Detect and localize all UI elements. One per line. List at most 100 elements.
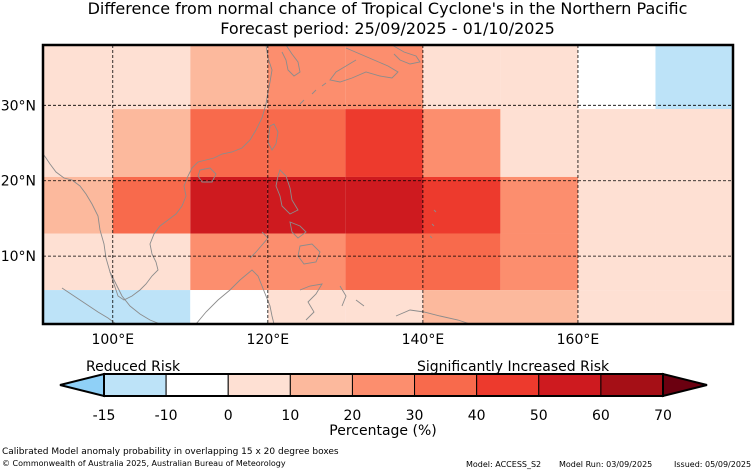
reduced-risk-label: Reduced Risk	[86, 359, 181, 375]
grid-cell	[190, 176, 268, 234]
colorbar-tick-label: 60	[592, 408, 610, 424]
grid-cell	[655, 45, 733, 110]
colorbar-tick-label: -10	[155, 408, 178, 424]
longitude-label: 140°E	[402, 332, 445, 348]
longitude-label: 160°E	[557, 332, 600, 348]
asia-coastline	[43, 45, 273, 301]
colorbar-tick-label: 40	[468, 408, 486, 424]
grid-cell	[345, 109, 423, 177]
colorbar-bin	[476, 373, 540, 397]
grid-cell	[190, 290, 268, 324]
ryukyu-islands	[299, 82, 327, 105]
grid-cell	[500, 233, 578, 291]
moluccas-coastline	[339, 285, 365, 307]
grid-cell	[422, 176, 501, 234]
grid-cell	[577, 109, 656, 177]
grid-cell	[655, 233, 733, 291]
grid-cell	[43, 45, 113, 110]
forecast-period: Forecast period: 25/09/2025 - 01/10/2025	[220, 19, 555, 38]
japan-north-coastline	[391, 45, 421, 65]
graticule	[43, 45, 733, 324]
colorbar-tick-label: 20	[344, 408, 362, 424]
grid-cell	[267, 290, 346, 324]
grid-cell	[422, 233, 501, 291]
grid-cell	[345, 233, 423, 291]
grid-cell	[655, 176, 733, 234]
colorbar-bin	[538, 373, 602, 397]
luzon-coastline	[275, 169, 299, 215]
colorbar-tick-label: 10	[281, 408, 299, 424]
longitude-label: 100°E	[91, 332, 134, 348]
borneo-coastline	[195, 269, 275, 324]
grid-cell	[267, 109, 346, 177]
colorbar-axis-label: Percentage (%)	[329, 423, 436, 439]
visayas-coastline	[289, 221, 307, 239]
model-run-date: Model Run: 03/09/2025	[559, 460, 653, 469]
issued-date: Issued: 05/09/2025	[674, 460, 752, 469]
grid-cell	[267, 233, 346, 291]
new-guinea-coastline	[395, 309, 471, 324]
model-name: Model: ACCESS_S2	[466, 460, 542, 469]
grid-cell	[655, 290, 733, 324]
korea-coastline	[281, 45, 301, 77]
colorbar: -15 -10 0 10 20 30 40 50 60 70	[59, 372, 708, 424]
colorbar-bin	[227, 373, 291, 397]
grid-cell	[422, 290, 578, 324]
colorbar-tick-label: -15	[93, 408, 116, 424]
colorbar-tick-label: 30	[406, 408, 424, 424]
colorbar-frame	[103, 373, 664, 397]
grid-cell	[43, 233, 113, 291]
sulawesi-coastline	[299, 283, 323, 321]
longitude-label: 120°E	[247, 332, 290, 348]
increased-risk-label: Significantly Increased Risk	[417, 359, 610, 375]
footnote: Calibrated Model anomaly probability in …	[2, 447, 339, 457]
colorbar-over-extension	[662, 372, 708, 398]
colorbar-bin	[165, 373, 229, 397]
colorbar-bin	[600, 373, 664, 397]
map-frame	[41, 43, 735, 326]
colorbar-bin	[414, 373, 478, 397]
grid-cell	[43, 290, 191, 324]
grid-cell	[112, 109, 191, 177]
grid-cell	[655, 109, 733, 177]
colorbar-tick-label: 0	[224, 408, 233, 424]
grid-cell	[577, 176, 656, 234]
grid-cell	[500, 45, 578, 110]
grid-cell	[500, 109, 578, 177]
grid-cell	[43, 109, 113, 177]
chart-title: Difference from normal chance of Tropica…	[87, 0, 688, 18]
palawan-coastline	[249, 231, 269, 259]
grid-cell	[190, 233, 268, 291]
colorbar-under-extension	[59, 372, 105, 398]
grid-cell	[422, 109, 501, 177]
grid-cell	[577, 233, 656, 291]
grid-cell	[422, 45, 501, 110]
grid-cell	[112, 233, 191, 291]
latitude-label: 20°N	[1, 174, 36, 190]
sumatra-coastline	[61, 287, 117, 324]
grid-cell	[190, 109, 268, 177]
probability-grid	[43, 45, 733, 324]
grid-cell	[112, 176, 191, 234]
grid-cell	[345, 176, 423, 234]
copyright: © Commonwealth of Australia 2025, Austra…	[2, 459, 286, 468]
grid-cell	[577, 45, 656, 110]
colorbar-tick-label: 50	[530, 408, 548, 424]
grid-cell	[500, 176, 578, 234]
colorbar-bin	[351, 373, 416, 397]
colorbar-tick-label: 70	[654, 408, 672, 424]
axis-labels: 30°N 20°N 10°N 100°E 120°E 140°E 160°E	[1, 98, 600, 348]
colorbar-bin	[289, 373, 353, 397]
malay-peninsula-coastline	[109, 271, 161, 324]
grid-cell	[190, 45, 268, 110]
colorbar-bin	[103, 373, 167, 397]
grid-cell	[112, 45, 191, 110]
hainan-coastline	[197, 167, 217, 183]
coastlines	[43, 45, 471, 324]
grid-cell	[267, 176, 346, 234]
grid-cell	[43, 176, 113, 234]
latitude-label: 30°N	[1, 98, 36, 114]
latitude-label: 10°N	[1, 249, 36, 265]
mariana-islands	[429, 209, 437, 239]
